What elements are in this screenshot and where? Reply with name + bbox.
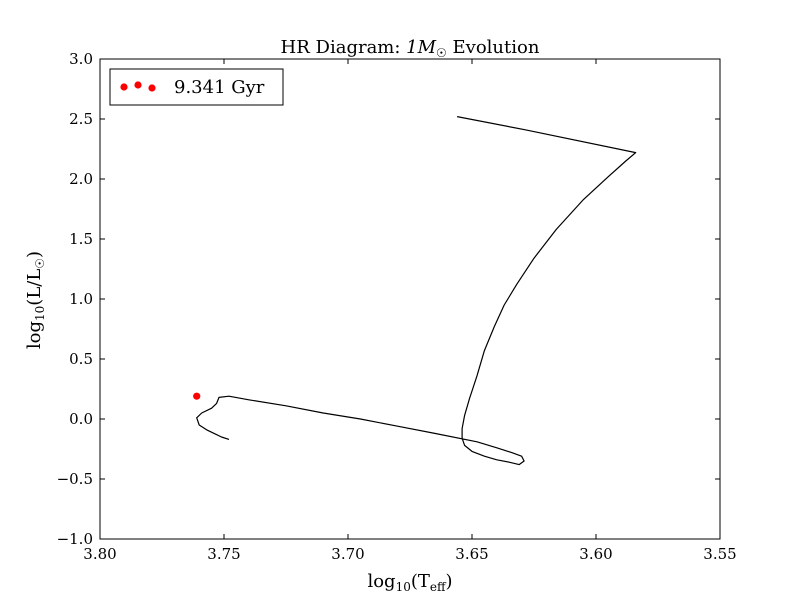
y-tick-label: 0.5 xyxy=(69,350,93,368)
y-axis-label-var: (L/L xyxy=(24,269,45,306)
y-tick-label: 3.0 xyxy=(69,50,93,68)
legend-marker-1 xyxy=(120,83,128,91)
y-axis-label-var-sub: ☉ xyxy=(33,258,47,269)
chart-title: HR Diagram: 1M☉ Evolution xyxy=(281,37,540,60)
x-tick-label: 3.80 xyxy=(83,545,116,563)
x-axis-label-base: log xyxy=(367,571,395,592)
evolution-track-line xyxy=(196,116,637,466)
y-tick-label: 2.5 xyxy=(69,110,93,128)
y-tick-label: 1.5 xyxy=(69,230,93,248)
plot-area-frame xyxy=(99,58,721,540)
x-tick-label: 3.60 xyxy=(579,545,612,563)
y-tick-label: 2.0 xyxy=(69,170,93,188)
y-axis-label-close: ) xyxy=(24,251,45,258)
x-tick-label: 3.65 xyxy=(455,545,488,563)
x-axis-label-var-sub: eff xyxy=(430,580,447,594)
x-axis-label: log10(Teff) xyxy=(367,571,452,594)
x-axis-label-sub: 10 xyxy=(396,580,411,594)
y-tick-label: 0.0 xyxy=(69,410,93,428)
y-axis-label: log10(L/L☉) xyxy=(24,251,47,349)
chart-title-sub: ☉ xyxy=(436,46,447,60)
chart-title-math: 1M xyxy=(406,37,436,58)
x-tick-label: 3.70 xyxy=(331,545,364,563)
legend: 9.341 Gyr xyxy=(109,68,284,106)
y-tick-label: −1.0 xyxy=(57,530,93,548)
y-axis-label-sub: 10 xyxy=(33,306,47,321)
current-age-marker xyxy=(193,392,201,400)
legend-marker-3 xyxy=(148,84,156,92)
y-tick-label: −0.5 xyxy=(57,470,93,488)
y-axis-label-base: log xyxy=(24,321,45,349)
chart-title-tail: Evolution xyxy=(447,37,540,58)
x-axis-ticks: 3.80 3.75 3.70 3.65 3.60 3.55 xyxy=(83,59,737,563)
chart-title-main: HR Diagram: xyxy=(281,37,407,58)
legend-marker-2 xyxy=(134,81,142,89)
x-axis-label-close: ) xyxy=(446,571,453,592)
x-axis-label-var: (T xyxy=(411,571,430,592)
series-layer xyxy=(196,116,637,466)
y-axis-ticks: −1.0 −0.5 0.0 0.5 1.0 1.5 2.0 2.5 3.0 xyxy=(57,50,720,548)
x-tick-label: 3.75 xyxy=(207,545,240,563)
x-tick-label: 3.55 xyxy=(703,545,736,563)
marker-layer xyxy=(193,392,201,400)
legend-label: 9.341 Gyr xyxy=(174,77,265,98)
y-tick-label: 1.0 xyxy=(69,290,93,308)
